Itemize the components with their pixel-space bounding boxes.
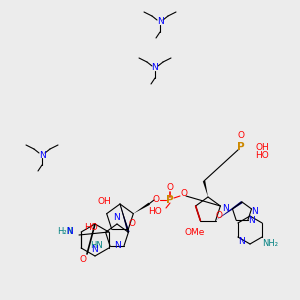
Text: OMe: OMe bbox=[184, 228, 205, 237]
Text: N: N bbox=[248, 216, 255, 225]
Text: O: O bbox=[167, 184, 173, 193]
Text: O: O bbox=[215, 211, 223, 220]
Text: O: O bbox=[238, 130, 244, 140]
Text: NH₂: NH₂ bbox=[262, 239, 278, 248]
Text: P: P bbox=[237, 142, 245, 152]
Text: P: P bbox=[166, 195, 174, 205]
Text: N: N bbox=[114, 241, 121, 250]
Polygon shape bbox=[120, 204, 130, 233]
Text: HN: HN bbox=[90, 242, 103, 250]
Text: N: N bbox=[66, 227, 73, 236]
Text: HO: HO bbox=[84, 223, 98, 232]
Polygon shape bbox=[203, 181, 208, 197]
Polygon shape bbox=[216, 201, 243, 220]
Text: O: O bbox=[181, 190, 188, 199]
Polygon shape bbox=[133, 202, 150, 214]
Text: N: N bbox=[92, 245, 98, 254]
Text: O: O bbox=[128, 220, 136, 229]
Text: N: N bbox=[157, 17, 164, 26]
Text: N: N bbox=[238, 236, 245, 245]
Text: OH: OH bbox=[98, 197, 112, 206]
Text: N: N bbox=[152, 64, 158, 73]
Text: OH: OH bbox=[255, 142, 269, 152]
Text: H₂N: H₂N bbox=[57, 227, 73, 236]
Text: O: O bbox=[152, 196, 160, 205]
Text: N: N bbox=[222, 204, 229, 213]
Text: HO: HO bbox=[148, 208, 162, 217]
Text: N: N bbox=[114, 214, 120, 223]
Text: O: O bbox=[80, 256, 86, 265]
Text: N: N bbox=[39, 151, 45, 160]
Text: N: N bbox=[250, 208, 257, 217]
Text: HO: HO bbox=[255, 151, 269, 160]
